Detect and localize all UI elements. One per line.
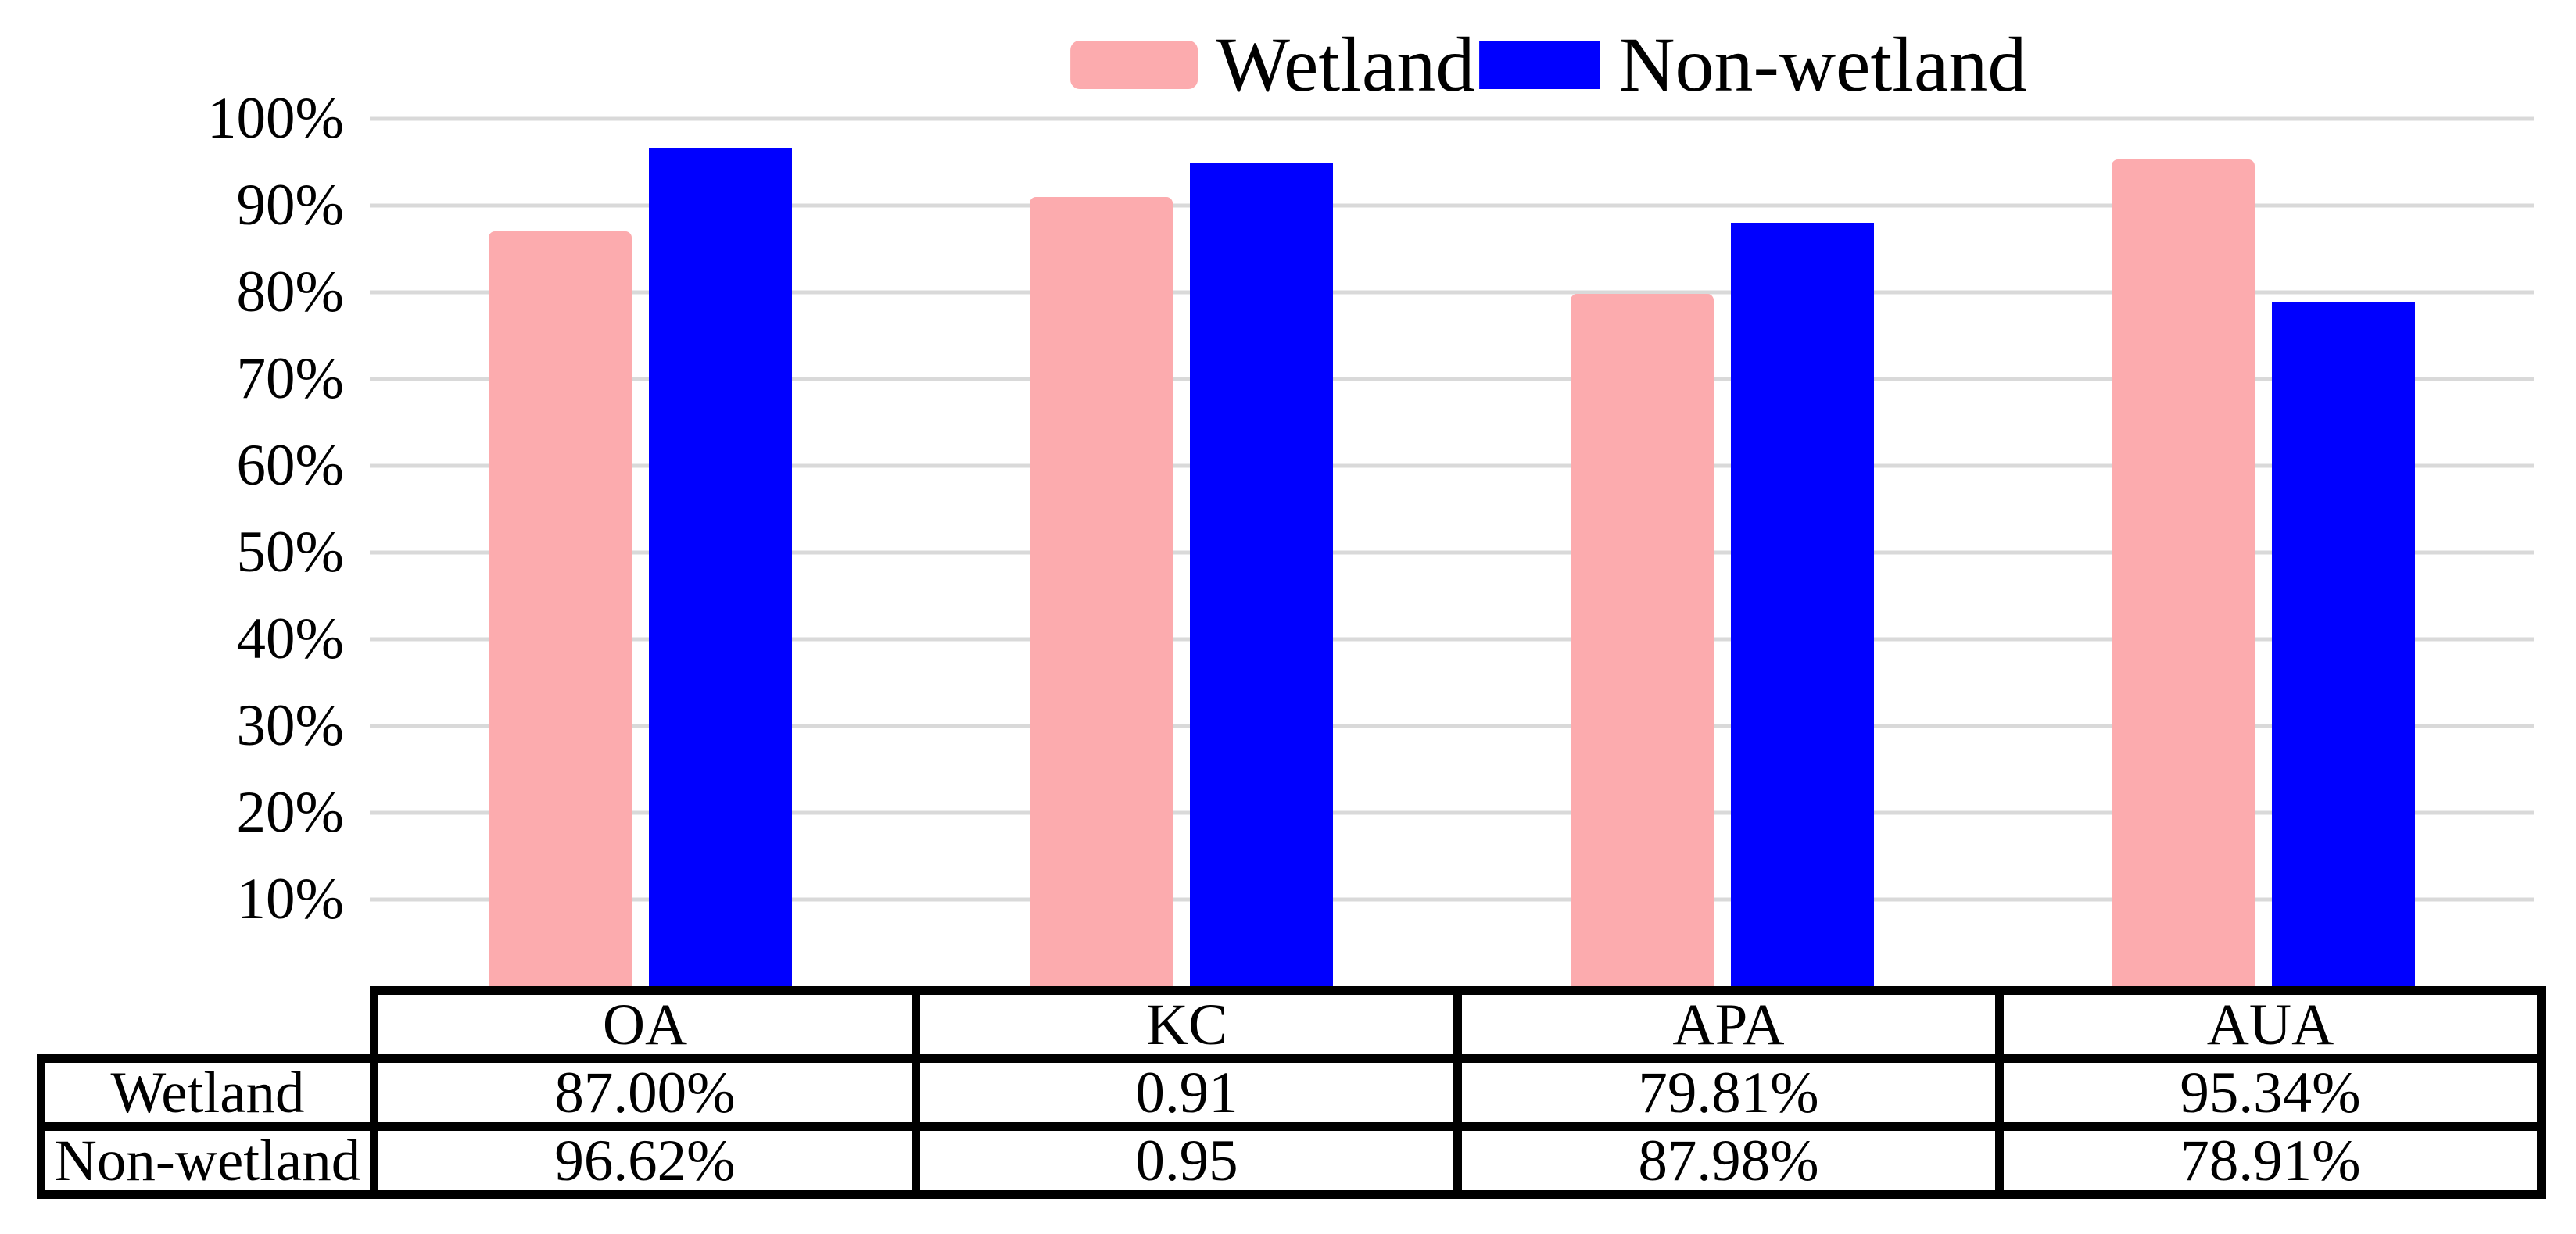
chart-legend: Wetland Non-wetland [1069, 21, 2026, 108]
y-tick-label: 10% [236, 867, 344, 932]
table-header-aua: AUA [1995, 986, 2546, 1063]
table-value-wetland-kc: 0.91 [912, 1054, 1462, 1131]
plot-area [370, 116, 2534, 986]
table-value-non-wetland-apa: 87.98% [1453, 1122, 2004, 1199]
legend-item-wetland: Wetland [1069, 21, 1475, 108]
table-header-apa: APA [1453, 986, 2004, 1063]
table-value-non-wetland-aua: 78.91% [1995, 1122, 2546, 1199]
y-tick-label: 90% [236, 173, 344, 238]
bar-non-wetland-apa [1731, 223, 1874, 986]
y-tick-label: 40% [236, 606, 344, 671]
legend-label: Non-wetland [1618, 21, 2027, 108]
y-tick-label: 60% [236, 433, 344, 498]
bar-wetland-aua [2112, 159, 2255, 986]
gridline-90% [370, 203, 2534, 208]
gridline-100% [370, 116, 2534, 121]
gridline-10% [370, 897, 2534, 902]
legend-item-non-wetland: Non-wetland [1479, 22, 2026, 108]
table-corner-cell [41, 991, 374, 1059]
gridline-50% [370, 550, 2534, 555]
bar-non-wetland-oa [649, 148, 792, 986]
legend-swatch-non-wetland [1479, 41, 1600, 89]
table-value-non-wetland-oa: 96.62% [370, 1122, 920, 1199]
bar-wetland-apa [1571, 294, 1714, 986]
table-row-label-non-wetland: Non-wetland [37, 1122, 378, 1199]
table-row-wetland: Wetland 87.00% 0.91 79.81% 95.34% [37, 1054, 2546, 1131]
y-tick-label: 80% [236, 259, 344, 324]
y-tick-label: 100% [207, 86, 344, 151]
table-header-kc: KC [912, 986, 1462, 1063]
gridline-20% [370, 810, 2534, 815]
bar-wetland-oa [489, 231, 632, 986]
bar-non-wetland-kc [1190, 162, 1333, 986]
table-value-non-wetland-kc: 0.95 [912, 1122, 1462, 1199]
table-value-wetland-apa: 79.81% [1453, 1054, 2004, 1131]
table-value-wetland-aua: 95.34% [1995, 1054, 2546, 1131]
y-tick-label: 50% [236, 520, 344, 585]
gridline-80% [370, 290, 2534, 295]
table-row-label-wetland: Wetland [37, 1054, 378, 1131]
bar-wetland-kc [1030, 196, 1173, 986]
gridline-60% [370, 463, 2534, 468]
y-tick-label: 30% [236, 693, 344, 758]
y-tick-label: 20% [236, 780, 344, 845]
chart-data-table: OA KC APA AUA Wetland 87.00% 0.91 79.81% 95.34% N… [37, 986, 2546, 1199]
gridline-40% [370, 637, 2534, 642]
table-header-oa: OA [370, 986, 920, 1063]
y-tick-label: 70% [236, 346, 344, 411]
gridline-70% [370, 377, 2534, 381]
legend-label: Wetland [1216, 21, 1475, 108]
bar-non-wetland-aua [2272, 302, 2415, 986]
gridline-30% [370, 724, 2534, 728]
legend-swatch-wetland [1069, 41, 1198, 89]
table-header-row: OA KC APA AUA [41, 986, 2546, 1063]
table-row-non-wetland: Non-wetland 96.62% 0.95 87.98% 78.91% [37, 1122, 2546, 1199]
table-value-wetland-oa: 87.00% [370, 1054, 920, 1131]
